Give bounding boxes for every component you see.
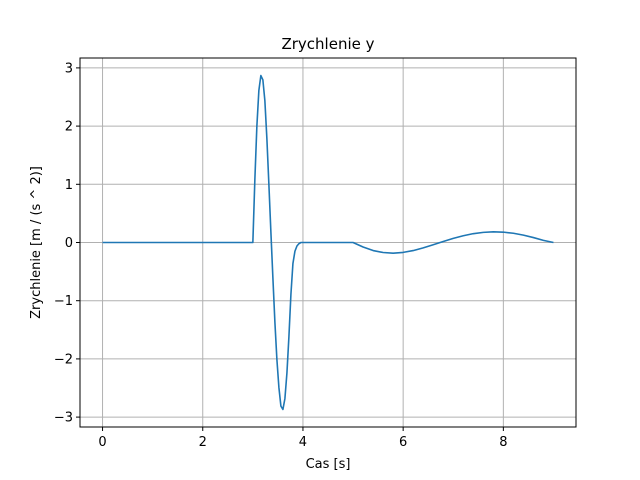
x-tick-label: 0 bbox=[98, 435, 106, 450]
y-tick-label: −1 bbox=[54, 294, 73, 309]
series-line bbox=[102, 74, 554, 411]
axis-ticks: 0 2 4 6 8 −3 −2 −1 0 1 2 3 bbox=[54, 61, 508, 450]
y-tick-label: 0 bbox=[65, 236, 73, 251]
x-tick-label: 4 bbox=[299, 435, 307, 450]
x-tick-label: 6 bbox=[399, 435, 407, 450]
y-axis-label: Zrychlenie [m / (s ^ 2)] bbox=[29, 166, 44, 319]
chart-title: Zrychlenie y bbox=[281, 35, 374, 53]
y-tick-label: −3 bbox=[54, 411, 73, 426]
plot-frame bbox=[79, 57, 577, 428]
y-tick-label: −2 bbox=[54, 352, 73, 367]
x-tick-label: 8 bbox=[499, 435, 507, 450]
x-tick-label: 2 bbox=[199, 435, 207, 450]
y-tick-label: 2 bbox=[65, 120, 73, 135]
series-layer bbox=[102, 74, 554, 411]
x-axis-label: Cas [s] bbox=[306, 457, 351, 472]
y-tick-label: 1 bbox=[65, 178, 73, 193]
y-tick-label: 3 bbox=[65, 61, 73, 76]
